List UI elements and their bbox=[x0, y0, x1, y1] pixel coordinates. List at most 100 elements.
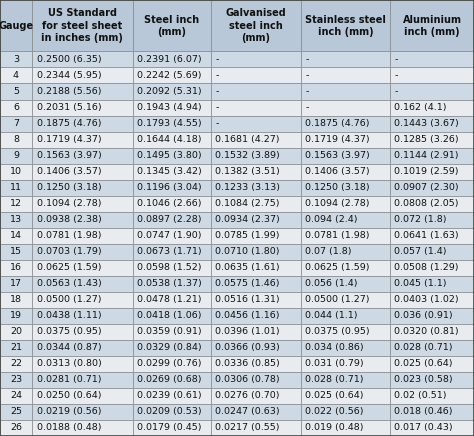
Text: 0.1644 (4.18): 0.1644 (4.18) bbox=[137, 135, 201, 144]
Bar bbox=[0, 116, 32, 132]
Text: 0.1406 (3.57): 0.1406 (3.57) bbox=[305, 167, 370, 176]
Bar bbox=[133, 51, 211, 68]
Bar bbox=[133, 372, 211, 388]
Text: 0.1233 (3.13): 0.1233 (3.13) bbox=[216, 183, 281, 192]
Text: 0.0563 (1.43): 0.0563 (1.43) bbox=[37, 279, 101, 288]
Bar bbox=[211, 260, 301, 276]
Bar bbox=[211, 132, 301, 147]
Bar bbox=[301, 372, 390, 388]
Text: 0.1875 (4.76): 0.1875 (4.76) bbox=[37, 119, 101, 128]
Text: 0.0478 (1.21): 0.0478 (1.21) bbox=[137, 295, 201, 304]
Text: -: - bbox=[216, 87, 219, 96]
Text: 0.0673 (1.71): 0.0673 (1.71) bbox=[137, 247, 201, 256]
Bar bbox=[211, 68, 301, 83]
Text: 0.07 (1.8): 0.07 (1.8) bbox=[305, 247, 352, 256]
Bar bbox=[211, 99, 301, 116]
Bar bbox=[390, 196, 474, 211]
Bar bbox=[133, 308, 211, 324]
Text: 8: 8 bbox=[13, 135, 19, 144]
Bar bbox=[0, 212, 32, 228]
Bar bbox=[211, 356, 301, 372]
Bar bbox=[0, 244, 32, 260]
Text: 0.1875 (4.76): 0.1875 (4.76) bbox=[305, 119, 370, 128]
Text: 0.0781 (1.98): 0.0781 (1.98) bbox=[37, 231, 101, 240]
Bar bbox=[211, 164, 301, 180]
Text: -: - bbox=[394, 71, 398, 80]
Bar bbox=[133, 356, 211, 372]
Bar bbox=[390, 308, 474, 324]
Text: 0.0635 (1.61): 0.0635 (1.61) bbox=[216, 263, 280, 272]
Text: 0.1046 (2.66): 0.1046 (2.66) bbox=[137, 199, 201, 208]
Bar bbox=[32, 132, 133, 147]
Bar bbox=[211, 340, 301, 356]
Text: 0.1345 (3.42): 0.1345 (3.42) bbox=[137, 167, 201, 176]
Bar bbox=[0, 324, 32, 340]
Bar bbox=[0, 51, 32, 68]
Text: 0.0703 (1.79): 0.0703 (1.79) bbox=[37, 247, 101, 256]
Bar bbox=[390, 132, 474, 147]
Text: 7: 7 bbox=[13, 119, 19, 128]
Text: Galvanised
steel inch
(mm): Galvanised steel inch (mm) bbox=[226, 8, 286, 43]
Text: -: - bbox=[305, 103, 309, 112]
Text: 0.0299 (0.76): 0.0299 (0.76) bbox=[137, 359, 201, 368]
Bar bbox=[301, 260, 390, 276]
Text: 0.1563 (3.97): 0.1563 (3.97) bbox=[37, 151, 101, 160]
Text: 4: 4 bbox=[13, 71, 19, 80]
Bar bbox=[0, 84, 32, 99]
Text: 0.0281 (0.71): 0.0281 (0.71) bbox=[37, 375, 101, 385]
Bar bbox=[32, 99, 133, 116]
Text: 0.1406 (3.57): 0.1406 (3.57) bbox=[37, 167, 101, 176]
Text: 0.057 (1.4): 0.057 (1.4) bbox=[394, 247, 447, 256]
Bar bbox=[0, 0, 32, 51]
Text: -: - bbox=[394, 55, 398, 64]
Bar bbox=[211, 244, 301, 260]
Bar bbox=[211, 308, 301, 324]
Bar bbox=[133, 148, 211, 164]
Text: 0.028 (0.71): 0.028 (0.71) bbox=[394, 344, 453, 352]
Bar bbox=[0, 404, 32, 420]
Bar bbox=[133, 244, 211, 260]
Bar bbox=[0, 148, 32, 164]
Text: 0.1681 (4.27): 0.1681 (4.27) bbox=[216, 135, 280, 144]
Bar bbox=[0, 228, 32, 244]
Text: 0.036 (0.91): 0.036 (0.91) bbox=[394, 311, 453, 320]
Bar bbox=[301, 228, 390, 244]
Text: 0.1250 (3.18): 0.1250 (3.18) bbox=[37, 183, 101, 192]
Bar bbox=[390, 84, 474, 99]
Text: 0.1719 (4.37): 0.1719 (4.37) bbox=[37, 135, 101, 144]
Bar bbox=[301, 324, 390, 340]
Text: 0.0418 (1.06): 0.0418 (1.06) bbox=[137, 311, 201, 320]
Text: 6: 6 bbox=[13, 103, 19, 112]
Bar bbox=[32, 260, 133, 276]
Bar bbox=[32, 164, 133, 180]
Bar bbox=[133, 0, 211, 51]
Bar bbox=[301, 388, 390, 404]
Text: 0.1382 (3.51): 0.1382 (3.51) bbox=[216, 167, 280, 176]
Bar bbox=[390, 51, 474, 68]
Text: 0.1443 (3.67): 0.1443 (3.67) bbox=[394, 119, 459, 128]
Text: 0.0209 (0.53): 0.0209 (0.53) bbox=[137, 408, 201, 416]
Text: 0.028 (0.71): 0.028 (0.71) bbox=[305, 375, 364, 385]
Bar bbox=[390, 68, 474, 83]
Text: 0.0500 (1.27): 0.0500 (1.27) bbox=[37, 295, 101, 304]
Bar bbox=[390, 356, 474, 372]
Text: 0.0188 (0.48): 0.0188 (0.48) bbox=[37, 423, 101, 433]
Bar bbox=[301, 212, 390, 228]
Text: 0.0500 (1.27): 0.0500 (1.27) bbox=[305, 295, 370, 304]
Text: 0.1943 (4.94): 0.1943 (4.94) bbox=[137, 103, 201, 112]
Bar bbox=[133, 180, 211, 196]
Bar bbox=[390, 420, 474, 436]
Bar bbox=[0, 196, 32, 211]
Text: 12: 12 bbox=[10, 199, 22, 208]
Text: 0.019 (0.48): 0.019 (0.48) bbox=[305, 423, 364, 433]
Text: 0.0938 (2.38): 0.0938 (2.38) bbox=[37, 215, 101, 224]
Text: 0.0598 (1.52): 0.0598 (1.52) bbox=[137, 263, 201, 272]
Bar bbox=[390, 324, 474, 340]
Bar bbox=[133, 260, 211, 276]
Text: 0.025 (0.64): 0.025 (0.64) bbox=[305, 392, 364, 400]
Text: 0.0897 (2.28): 0.0897 (2.28) bbox=[137, 215, 201, 224]
Bar bbox=[32, 84, 133, 99]
Bar bbox=[211, 116, 301, 132]
Text: 0.056 (1.4): 0.056 (1.4) bbox=[305, 279, 357, 288]
Bar bbox=[390, 0, 474, 51]
